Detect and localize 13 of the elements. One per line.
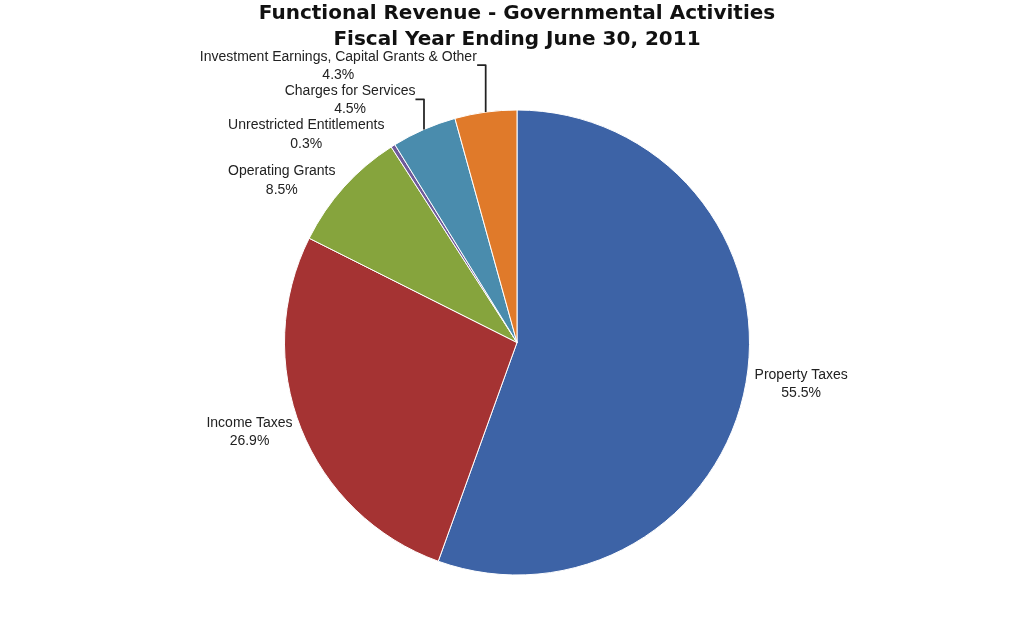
slice-label: Operating Grants [228,162,336,179]
slice-label: Investment Earnings, Capital Grants & Other [199,48,478,65]
data-label: 4.5% [334,100,367,117]
slice-label: Charges for Services [284,82,416,99]
data-label: 26.9% [229,432,270,449]
data-label: 0.3% [290,134,323,151]
slice-label: Property Taxes [754,365,848,382]
slice-label: Unrestricted Entitlements [228,116,385,133]
slice-label: Income Taxes [206,414,293,431]
data-label: 8.5% [265,180,298,197]
chart-title: Functional Revenue - Governmental Activities Fiscal Year Ending June 30, 2011 [258,0,776,51]
data-label: 4.3% [322,66,355,83]
data-label: 55.5% [781,384,821,401]
